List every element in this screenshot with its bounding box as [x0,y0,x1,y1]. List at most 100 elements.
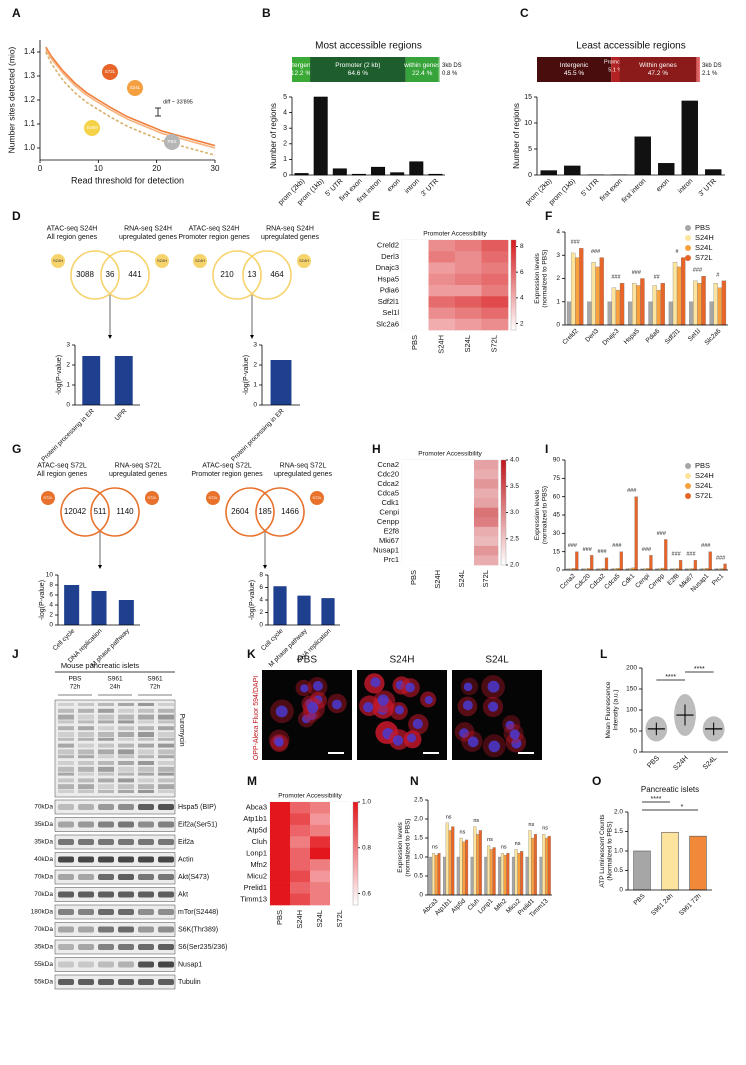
legend-label: S24H [695,233,714,242]
chart-title: Promoter Accessibility [418,451,482,458]
blot-smear [78,732,94,737]
blot-smear [118,714,134,720]
bar [619,551,623,571]
sample-icon [127,80,143,96]
blot-smear [78,720,94,724]
heatmap-cell [402,488,427,499]
y-tick-label: 15 [524,94,532,101]
legend-swatch [685,493,691,499]
blot-smear [158,726,174,731]
blot-strip [54,817,176,832]
image-title: S24H [389,655,414,666]
bar [723,563,727,571]
lane-group-label: 72h [70,684,81,691]
heatmap-cell [455,285,482,297]
cell-nucleus [488,740,501,753]
panel-letter: B [262,6,271,20]
cell-nucleus [463,682,473,692]
arrow-head [250,335,254,339]
blot-band [78,891,94,898]
blot-smear [78,714,94,720]
bar [451,826,455,896]
x-tick-label: S24H [672,755,689,772]
column-label: S24L [457,570,466,588]
lane-group-label: 24h [110,684,121,691]
blot-band [98,874,114,880]
segment-name: Intergenic [287,62,316,69]
bar [599,257,604,326]
heatmap-cell [428,251,456,263]
y-tick-label: 0 [66,402,70,409]
colorbar-tick-label: 4 [520,295,524,302]
x-tick-label: Pdia6 [645,327,662,344]
y-tick-label: 0 [283,172,287,179]
sample-icon [84,120,100,136]
blot-smear [158,790,174,793]
bar [484,856,488,896]
heatmap-cell [310,859,331,871]
significance-label: ### [657,531,667,537]
venn-title: upregulated genes [119,234,177,241]
composition-segment [537,57,612,82]
heatmap-cell [428,318,456,331]
x-tick-label: 10 [94,164,103,173]
heatmap-cell [481,307,509,320]
heatmap-cell [310,893,331,906]
blot-smear [78,766,94,772]
blot-smear [58,714,74,720]
bar [313,96,328,176]
heatmap-cell [474,460,499,470]
sample-icon-label: S72L [208,495,218,500]
venn-count: 2604 [231,507,249,516]
y-tick-label: 15 [553,548,561,555]
segment-value: 47.2 % [648,70,668,77]
heatmap-cell [310,847,331,860]
cell-nucleus [392,735,404,746]
heatmap-cell [474,479,499,489]
y-tick-label: 0.5 [614,867,623,874]
significance-label: ## [654,275,661,281]
venn-title: Promoter region genes [191,471,263,478]
blot-smear [78,726,94,731]
venn-circle [90,487,140,537]
column-label: S24L [463,335,472,353]
bar [689,301,694,326]
blot-smear [98,737,114,741]
heatmap-cell [290,893,311,906]
panel-letter: G [12,442,21,456]
blot-band [78,944,94,950]
colorbar-tick-label: 3.0 [510,509,519,516]
blot-smear [98,784,114,790]
x-tick-label: S24L [702,755,719,772]
blot-band [138,874,154,880]
heatmap-cell [428,285,456,297]
blot-label: Puromycin [178,713,185,746]
heatmap-cell [290,870,311,883]
blot-band [58,856,74,863]
bar [615,289,621,326]
blot-smear [58,790,74,793]
row-label: Cdk1 [381,498,399,507]
bar [575,551,579,571]
blot-smear [138,703,154,706]
y-axis-label: -log(P-value) [56,355,63,395]
significance-label: # [676,249,680,255]
composition-segment [611,57,620,82]
y-tick-label: 1.4 [24,47,36,56]
significance-label: ### [571,240,581,246]
cell-nucleus [370,677,381,688]
x-tick-label: exon [386,178,402,194]
colorbar [352,801,359,906]
blot-smear [58,732,74,737]
significance-label: ### [693,268,703,274]
heatmap-cell [426,498,451,509]
heatmap-cell [428,307,456,320]
colorbar-tick-label: 2 [520,320,524,327]
venn-title: ATAC-seq S72L [202,463,252,470]
heatmap-cell [310,836,331,849]
blot-smear [78,755,94,759]
bar [500,853,504,896]
significance-label: ns [515,841,521,847]
y-axis-label: (Normalized to PBS) [607,821,614,880]
bar [431,853,436,896]
